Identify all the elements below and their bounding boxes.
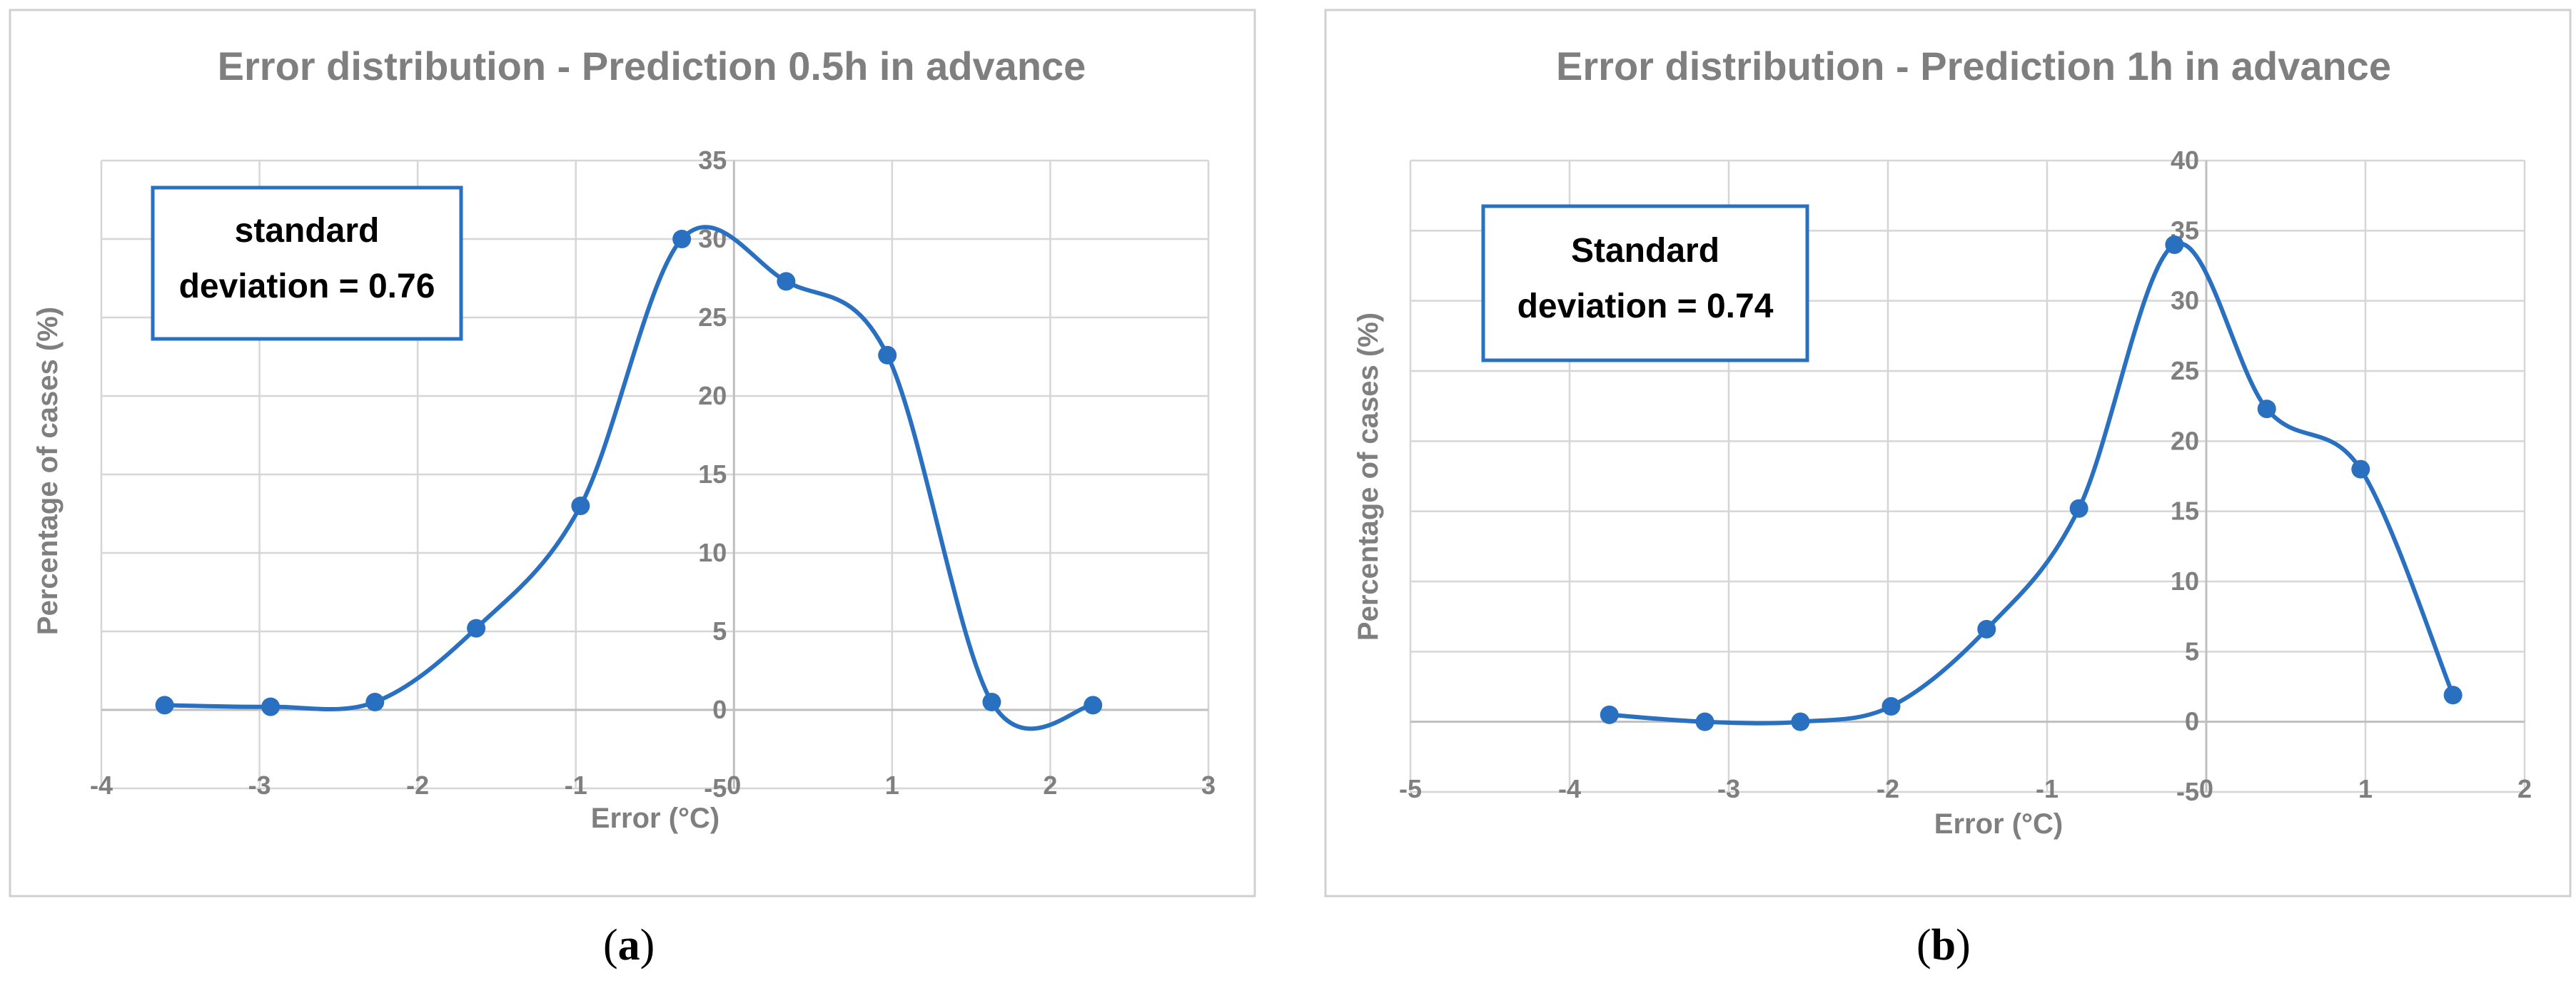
y-tick-label: 0 xyxy=(712,695,727,724)
x-axis-label: Error (°C) xyxy=(1934,808,2063,840)
data-point xyxy=(261,697,281,716)
panel-label-b: (b) xyxy=(1916,921,1971,970)
y-tick-label: 30 xyxy=(2171,286,2199,315)
data-point xyxy=(982,693,1001,711)
data-point xyxy=(1791,712,1810,731)
y-tick-label: 10 xyxy=(2171,566,2199,596)
x-axis-label: Error (°C) xyxy=(591,803,719,834)
data-point xyxy=(2351,459,2370,479)
std-dev-annotation-box xyxy=(1481,204,1809,362)
data-point xyxy=(2069,499,2088,518)
x-tick-label: 2 xyxy=(2517,774,2532,803)
y-tick-label: 5 xyxy=(712,616,727,646)
chart-title: Error distribution - Prediction 1h in ad… xyxy=(1556,44,2391,88)
data-point xyxy=(2257,400,2276,419)
x-tick-label: -4 xyxy=(1558,774,1581,803)
x-tick-label: 1 xyxy=(2358,774,2373,803)
data-point xyxy=(571,497,590,515)
x-tick-label: -2 xyxy=(1877,774,1899,803)
x-tick-label: -5 xyxy=(1399,774,1422,803)
data-point xyxy=(365,693,385,711)
x-tick-label: -1 xyxy=(2036,774,2059,803)
y-tick-label: 25 xyxy=(698,303,727,332)
data-point xyxy=(155,696,174,715)
x-tick-label: 2 xyxy=(1043,771,1057,800)
data-point xyxy=(1977,619,1996,639)
std-dev-annotation-box xyxy=(151,186,463,341)
x-tick-label: 0 xyxy=(2199,774,2213,803)
std-dev-annotation-text: Standard xyxy=(1571,232,1719,270)
data-point xyxy=(2165,235,2184,254)
series-line xyxy=(164,225,1093,731)
std-dev-annotation-text: deviation = 0.74 xyxy=(1517,288,1774,325)
data-point xyxy=(1084,696,1103,715)
y-tick-label: 0 xyxy=(2185,707,2199,736)
chart-frame xyxy=(1324,9,2572,898)
x-tick-label: -2 xyxy=(406,771,429,800)
y-tick-label: 10 xyxy=(698,538,727,567)
x-tick-label: -1 xyxy=(565,771,587,800)
y-tick-label: 15 xyxy=(698,459,727,489)
y-axis-label: Percentage of cases (%) xyxy=(32,307,64,635)
data-point xyxy=(1695,712,1714,731)
x-tick-label: 1 xyxy=(885,771,899,800)
chart-frame xyxy=(9,9,1256,898)
chart-title: Error distribution - Prediction 0.5h in … xyxy=(218,44,1086,88)
data-point xyxy=(1882,697,1901,716)
x-tick-label: -4 xyxy=(90,771,113,800)
y-tick-label: 15 xyxy=(2171,497,2199,526)
x-tick-label: 3 xyxy=(1201,771,1216,800)
data-point xyxy=(878,345,897,365)
x-tick-label: -3 xyxy=(1717,774,1740,803)
y-axis-label: Percentage of cases (%) xyxy=(1353,312,1384,641)
x-tick-label: -3 xyxy=(248,771,271,800)
data-point xyxy=(777,272,796,291)
data-point xyxy=(672,230,692,248)
y-tick-label: 20 xyxy=(2171,426,2199,455)
data-point xyxy=(1600,705,1619,724)
data-point xyxy=(2443,686,2463,705)
y-tick-label: 5 xyxy=(2185,636,2199,666)
y-tick-label: 20 xyxy=(698,381,727,410)
x-tick-label: 0 xyxy=(727,771,741,800)
data-point xyxy=(467,619,486,638)
y-tick-label: 35 xyxy=(698,146,727,175)
std-dev-annotation-text: deviation = 0.76 xyxy=(179,268,435,305)
y-tick-label: 25 xyxy=(2171,356,2199,385)
panel-label-a: (a) xyxy=(603,921,655,970)
y-tick-label: 40 xyxy=(2171,146,2199,175)
std-dev-annotation-text: standard xyxy=(235,212,380,250)
y-tick-label: -5 xyxy=(2176,777,2199,806)
y-tick-label: -5 xyxy=(704,773,727,803)
